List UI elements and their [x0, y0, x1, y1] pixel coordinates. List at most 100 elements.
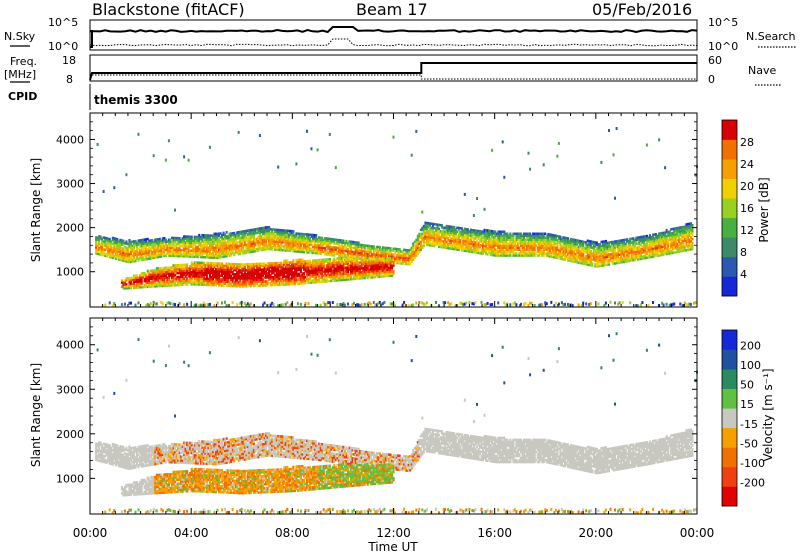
power-cell [262, 272, 265, 275]
power-cell [306, 237, 309, 240]
power-cell [315, 261, 318, 264]
power-cell [125, 248, 128, 251]
power-cell [564, 246, 567, 249]
power-cell [425, 231, 428, 235]
power-cell [375, 245, 378, 249]
power-cell [295, 238, 298, 241]
power-cell [240, 285, 243, 288]
power-cell [249, 234, 252, 238]
power-cell [391, 274, 394, 277]
power-cell [506, 234, 509, 237]
power-cell [249, 270, 252, 274]
power-cell [292, 234, 295, 237]
power-cell [365, 254, 368, 257]
power-cell [551, 249, 554, 253]
power-cell [342, 262, 345, 266]
power-cell [513, 254, 516, 257]
power-cell [252, 246, 255, 249]
power-cell [131, 254, 134, 257]
power-cell [239, 271, 242, 274]
power-cell [248, 271, 251, 274]
power-cell [465, 237, 468, 241]
power-cell [125, 246, 128, 249]
power-cell [233, 284, 236, 288]
power-cell [306, 277, 309, 281]
power-cell [462, 247, 465, 250]
power-cell [336, 271, 339, 274]
power-cell [218, 280, 221, 283]
power-cell [374, 260, 377, 263]
power-cell [269, 266, 272, 269]
power-cell [342, 249, 345, 252]
power-cell [524, 244, 527, 247]
power-cell [392, 262, 395, 265]
power-cell [119, 240, 122, 244]
power-cell [439, 241, 442, 245]
power-cell [254, 232, 257, 235]
power-cell [248, 278, 251, 282]
power-cell [342, 278, 345, 282]
power-cell [195, 241, 198, 245]
power-cell [272, 262, 275, 265]
power-cell [384, 261, 387, 264]
power-cell [287, 241, 290, 245]
power-cell [139, 278, 142, 281]
power-cell [195, 269, 198, 272]
power-cell [468, 244, 471, 247]
power-cell [573, 242, 576, 245]
power-cell [401, 256, 404, 259]
power-cell [564, 242, 567, 245]
power-cell [190, 253, 193, 256]
power-cell [343, 278, 346, 281]
power-cell [290, 243, 293, 247]
power-cell [328, 247, 331, 251]
power-cell [387, 258, 390, 262]
power-cell [128, 276, 131, 280]
power-cell [295, 162, 298, 166]
power-cell [231, 284, 234, 288]
power-cell [347, 244, 350, 247]
power-cell [500, 240, 503, 243]
power-cell [98, 239, 101, 242]
power-cell [214, 252, 217, 255]
power-cell [372, 253, 375, 256]
power-cell [130, 250, 133, 254]
power-cell [391, 260, 394, 263]
power-cell [268, 243, 271, 247]
power-cell [371, 270, 374, 273]
power-cell [110, 250, 113, 253]
power-cell [216, 238, 219, 242]
power-cell [551, 245, 554, 249]
power-cell [506, 242, 509, 245]
power-cell [410, 153, 413, 157]
power-cell [211, 274, 214, 277]
power-cell [562, 254, 565, 257]
power-cell [564, 254, 567, 257]
power-cell [356, 257, 359, 261]
power-cell [485, 242, 488, 246]
power-cell [213, 246, 216, 249]
power-cell [278, 230, 281, 234]
power-cell [216, 274, 219, 277]
power-cell [318, 252, 321, 255]
power-cell [290, 279, 293, 282]
power-cell [301, 262, 304, 265]
power-cell [246, 269, 249, 272]
power-cell [236, 281, 239, 284]
power-cell [340, 255, 343, 258]
power-cell [125, 242, 128, 245]
power-cell [108, 255, 111, 259]
power-cell [252, 262, 255, 266]
power-cell [180, 279, 183, 283]
power-cell [166, 266, 169, 270]
power-cell [151, 250, 154, 254]
power-cell [483, 238, 486, 242]
power-cell [518, 242, 521, 245]
power-cell [545, 240, 548, 243]
power-cell [205, 271, 208, 275]
power-cell [427, 233, 430, 237]
power-cell [462, 237, 465, 240]
power-cell [518, 236, 521, 239]
power-cell [303, 276, 306, 279]
power-cell [181, 253, 184, 256]
